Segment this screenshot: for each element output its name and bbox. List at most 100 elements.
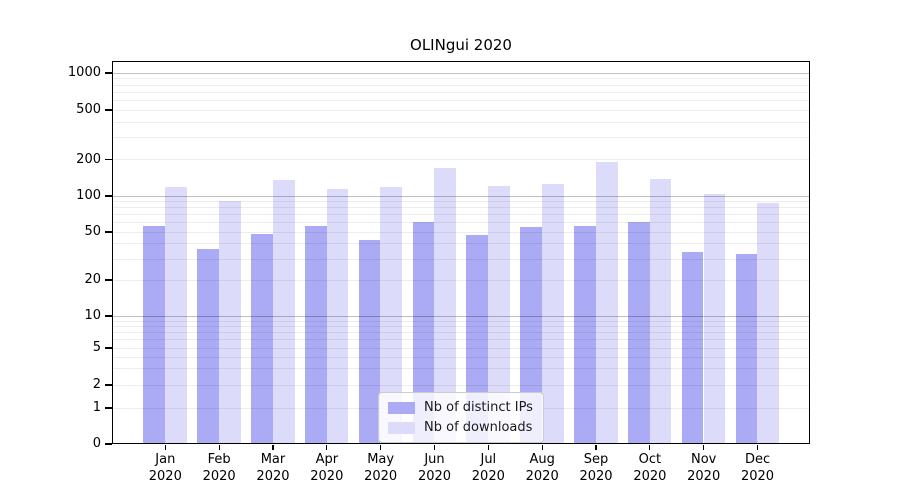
bar-downloads-8 [595,161,618,443]
bar-distinct-ips-1 [197,249,219,443]
gridline-minor-9 [113,320,809,322]
gridline-minor-200 [113,159,809,161]
bar-distinct-ips-10 [681,252,704,443]
legend-item-downloads: Nb of downloads [388,420,533,435]
bar-downloads-0 [165,187,187,443]
gridline-minor-400 [113,121,809,123]
bar-downloads-10 [703,193,726,443]
y-axis-tick-label-2: 2 [92,377,101,392]
bar-distinct-ips-4 [358,239,381,443]
y-tick-200 [105,158,112,161]
x-tick-9 [649,445,651,450]
gridline-major-10 [113,315,809,317]
gridline-major-100 [113,195,809,197]
gridline-minor-600 [113,100,809,102]
legend-swatch-distinct-ips [388,401,415,414]
x-axis-tick-label-7: Aug 2020 [525,452,559,484]
gridline-minor-60 [113,222,809,224]
gridline-minor-700 [113,91,809,93]
bar-distinct-ips-8 [574,225,596,443]
y-tick-1000 [105,72,112,74]
y-tick-50 [105,231,112,233]
bar-distinct-ips-9 [627,222,650,443]
gridline-minor-7 [113,332,809,334]
legend-label-downloads: Nb of downloads [424,420,533,435]
y-axis-tick-label-1000: 1000 [67,65,101,80]
y-axis-tick-label-20: 20 [84,272,101,287]
legend: Nb of distinct IPs Nb of downloads [378,392,544,443]
gridline-minor-70 [113,214,809,216]
y-axis-tick-label-1: 1 [92,400,101,415]
x-axis-tick-label-6: Jul 2020 [471,452,505,484]
legend-swatch-downloads [388,421,415,434]
chart-title: OLINgui 2020 [410,36,512,54]
x-tick-6 [487,445,489,450]
x-tick-7 [541,445,543,450]
y-axis-tick-label-5: 5 [92,340,101,355]
x-axis-tick-label-1: Feb 2020 [202,452,236,484]
gridline-minor-300 [113,137,809,139]
x-tick-5 [433,445,436,450]
y-axis-tick-label-10: 10 [84,308,101,323]
gridline-minor-3 [113,368,809,370]
bar-downloads-9 [649,178,672,443]
x-tick-4 [380,445,382,450]
gridline-minor-30 [113,258,809,260]
plot-area [112,61,810,444]
x-tick-8 [595,445,597,450]
bar-downloads-7 [541,184,564,443]
y-axis-tick-label-200: 200 [76,151,101,167]
y-tick-20 [105,279,112,281]
bar-distinct-ips-5 [412,222,435,443]
bar-downloads-11 [757,203,780,443]
y-axis-tick-label-100: 100 [76,188,101,203]
x-axis-tick-label-5: Jun 2020 [417,452,452,484]
y-tick-100 [105,195,112,197]
x-axis-tick-label-3: Apr 2020 [310,452,344,484]
y-tick-10 [105,315,112,317]
gridline-minor-50 [113,231,809,233]
bar-distinct-ips-2 [250,233,273,443]
x-axis-tick-label-0: Jan 2020 [148,452,182,484]
gridline-minor-4 [113,356,809,358]
gridline-minor-80 [113,207,809,209]
y-axis-tick-label-0: 0 [92,436,101,451]
legend-label-distinct-ips: Nb of distinct IPs [424,400,533,415]
bar-downloads-3 [326,188,349,443]
gridline-minor-40 [113,243,809,245]
x-tick-11 [756,445,759,450]
gridline-minor-8 [113,326,809,328]
bar-distinct-ips-6 [466,235,489,443]
gridline-minor-90 [113,201,809,203]
x-axis-tick-label-9: Oct 2020 [633,452,667,484]
y-axis-tick-label-500: 500 [76,102,101,117]
y-tick-2 [105,384,112,386]
bar-downloads-5 [434,167,457,443]
x-axis-tick-label-11: Dec 2020 [740,452,775,484]
gridline-minor-900 [113,78,809,80]
bar-downloads-6 [488,185,510,443]
gridline-minor-800 [113,84,809,86]
x-axis-tick-label-4: May 2020 [364,452,398,484]
x-tick-1 [218,445,220,450]
x-axis-tick-label-2: Mar 2020 [256,452,290,484]
gridline-minor-20 [113,279,809,281]
gridline-minor-2 [113,384,809,386]
x-tick-10 [703,445,705,450]
bar-downloads-2 [272,180,295,443]
y-axis-tick-label-50: 50 [84,224,101,239]
gridline-major-1000 [113,72,809,74]
legend-item-distinct-ips: Nb of distinct IPs [388,400,533,415]
gridline-minor-6 [113,339,809,341]
bar-distinct-ips-7 [520,226,542,443]
y-tick-500 [105,109,112,111]
bar-distinct-ips-0 [143,225,166,443]
gridline-minor-5 [113,347,809,349]
bar-downloads-1 [218,201,241,443]
bar-downloads-4 [380,186,403,443]
x-tick-3 [326,445,328,450]
y-tick-5 [105,347,112,349]
bar-distinct-ips-3 [304,225,327,443]
gridline-minor-500 [113,109,809,111]
